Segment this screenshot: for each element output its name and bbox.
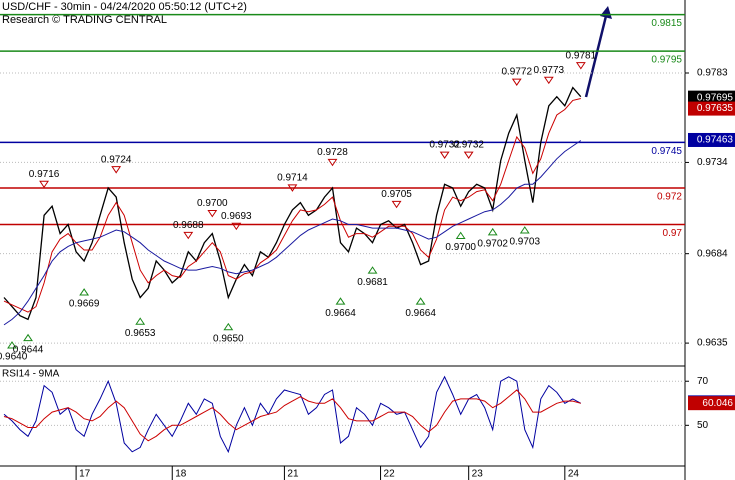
high-label: 0.9732 <box>453 140 484 151</box>
high-label: 0.9724 <box>101 154 132 165</box>
x-tick-label: 21 <box>287 469 299 480</box>
series-line <box>3 375 582 454</box>
low-marker <box>487 227 498 236</box>
x-tick-label: 23 <box>472 469 484 480</box>
high-marker <box>391 200 402 209</box>
chart-title: USD/CHF - 30min - 04/24/2020 05:50:12 (U… <box>2 1 247 13</box>
low-marker <box>415 297 426 305</box>
high-marker <box>231 222 242 231</box>
projection-arrow <box>584 15 608 98</box>
low-label: 0.9650 <box>213 333 244 344</box>
high-marker <box>327 158 338 167</box>
low-marker <box>519 226 530 234</box>
low-marker <box>335 297 346 305</box>
low-marker <box>7 341 17 349</box>
high-marker <box>543 76 554 85</box>
low-label: 0.9664 <box>325 308 356 319</box>
low-marker <box>223 322 234 331</box>
high-marker <box>111 166 122 174</box>
last-value-box <box>688 396 735 411</box>
high-label: 0.9700 <box>197 198 228 209</box>
last-value-box <box>688 132 735 147</box>
high-label: 0.9728 <box>317 147 348 158</box>
low-label: 0.9640 <box>0 352 28 363</box>
x-tick-label: 22 <box>384 469 396 480</box>
low-marker <box>367 266 378 274</box>
high-label: 0.9772 <box>501 67 532 78</box>
low-label: 0.9681 <box>357 277 388 288</box>
low-label: 0.9664 <box>405 308 436 319</box>
high-marker <box>575 62 586 70</box>
high-marker <box>287 184 298 192</box>
x-tick-label: 24 <box>568 469 580 480</box>
low-label: 0.9703 <box>509 237 540 248</box>
y-tick-label: 0.9635 <box>697 338 728 349</box>
high-label: 0.9693 <box>221 211 252 222</box>
y-tick-label: 70 <box>697 376 709 387</box>
high-label: 0.9732 <box>429 140 460 151</box>
level-label: 0.9795 <box>651 55 682 66</box>
high-marker <box>183 231 194 240</box>
low-marker <box>135 317 146 325</box>
high-marker <box>439 151 450 159</box>
level-label: 0.972 <box>657 192 682 203</box>
rsi-title: RSI14 - 9MA <box>2 369 60 380</box>
y-tick-label: 0.9734 <box>697 157 728 168</box>
level-label: 0.97 <box>663 228 683 239</box>
y-tick-label: 0.9783 <box>697 68 728 79</box>
low-marker <box>23 333 33 342</box>
high-label: 0.9781 <box>566 50 597 61</box>
series-line <box>3 140 582 326</box>
high-label: 0.9716 <box>29 169 60 180</box>
low-marker <box>79 288 90 296</box>
x-tick-label: 17 <box>79 469 91 480</box>
level-label: 0.9745 <box>651 146 682 157</box>
high-marker <box>39 180 49 189</box>
low-label: 0.9653 <box>125 328 156 339</box>
last-value-label: 60.046 <box>702 398 733 409</box>
high-label: 0.9773 <box>534 65 565 76</box>
last-value-label: 0.97635 <box>697 103 734 114</box>
high-label: 0.9688 <box>173 220 204 231</box>
low-marker <box>455 231 466 239</box>
chart-subtitle: Research © TRADING CENTRAL <box>2 14 167 26</box>
last-value-label: 0.97463 <box>697 135 734 146</box>
high-marker <box>207 209 218 218</box>
low-label: 0.9702 <box>477 238 508 249</box>
last-value-box <box>688 90 735 105</box>
last-value-label: 0.97695 <box>697 92 734 103</box>
low-label: 0.9669 <box>69 299 100 310</box>
high-label: 0.9714 <box>277 173 308 184</box>
projection-arrow-head <box>600 6 612 19</box>
series-line <box>3 86 582 321</box>
low-label: 0.9700 <box>445 242 476 253</box>
level-label: 0.9815 <box>651 18 682 29</box>
high-label: 0.9705 <box>381 189 412 200</box>
low-label: 0.9644 <box>13 344 44 355</box>
y-tick-label: 50 <box>697 420 709 431</box>
series-line <box>3 389 581 442</box>
last-value-box <box>688 101 735 116</box>
high-marker <box>463 151 474 159</box>
high-marker <box>511 78 522 86</box>
x-tick-label: 18 <box>175 469 187 480</box>
y-tick-label: 0.9684 <box>697 248 728 259</box>
